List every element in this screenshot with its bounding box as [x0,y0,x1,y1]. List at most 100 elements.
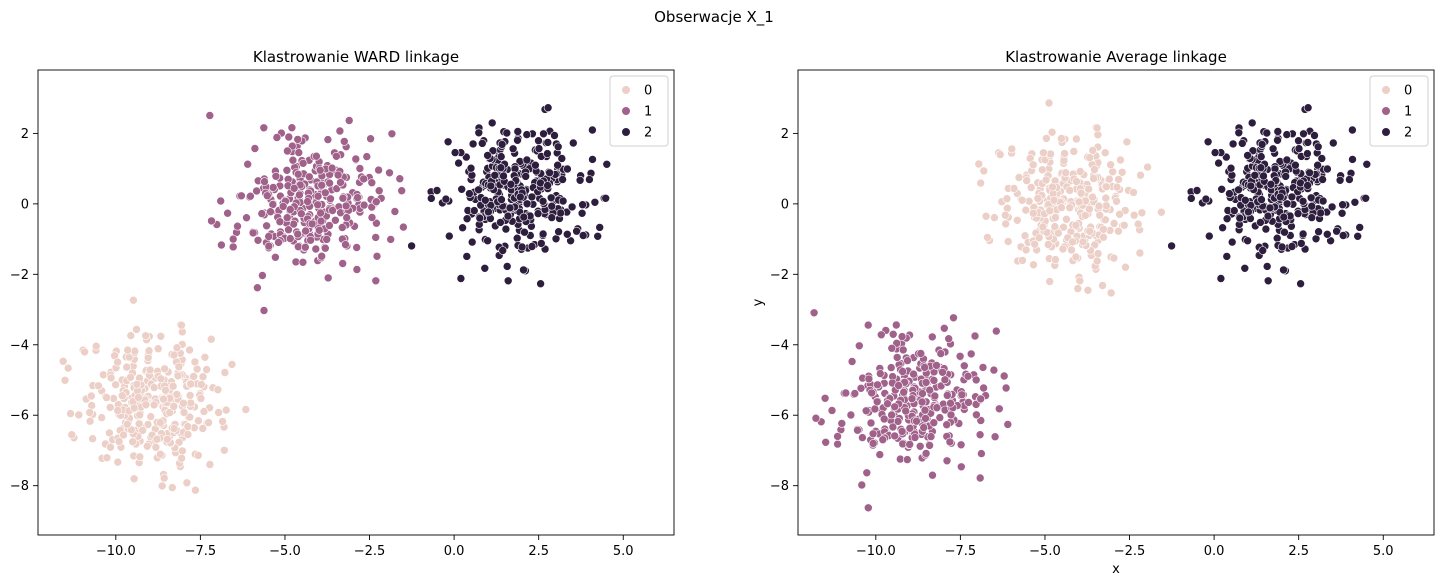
x-tick-label: 0.0 [444,544,465,559]
scatter-point [513,127,523,136]
scatter-point [253,236,263,245]
scatter-point [887,410,896,420]
scatter-point [919,423,929,432]
scatter-point [172,390,182,399]
scatter-point [558,196,568,206]
scatter-point [517,242,527,252]
scatter-point [196,394,206,403]
scatter-point [1305,168,1314,178]
scatter-point [1261,224,1271,234]
legend-box [1369,75,1429,147]
legend-box [609,75,669,147]
scatter-point [466,163,476,173]
scatter-point [259,123,269,133]
scatter-point [483,151,492,160]
scatter-point [374,165,383,175]
scatter-point [901,406,911,416]
scatter-point [1061,168,1070,177]
scatter-point [907,394,917,404]
scatter-point [519,265,528,275]
scatter-point [939,323,949,333]
scatter-point [1307,201,1317,211]
scatter-point [293,135,303,144]
scatter-point [1296,178,1305,188]
scatter-point [1225,189,1234,198]
scatter-point [1222,214,1232,223]
scatter-point [854,341,864,351]
scatter-point [1310,131,1319,140]
scatter-point [1279,212,1289,222]
scatter-point [1129,188,1138,197]
scatter-point [558,175,567,184]
scatter-point [138,426,147,435]
y-tick-label: −8 [770,479,789,494]
scatter-point [259,306,269,315]
scatter-point [300,242,310,252]
scatter-point [1273,127,1283,136]
axes-title: Klastrowanie WARD linkage [253,48,459,66]
scatter-point [585,175,594,184]
scatter-point [264,241,274,251]
scatter-point [981,212,991,221]
scatter-point [123,419,132,429]
scatter-point [128,437,137,447]
scatter-point [228,234,238,244]
scatter-point [1090,165,1099,174]
scatter-point [1314,227,1323,236]
scatter-point [496,218,505,227]
scatter-point [1230,206,1239,215]
scatter-point [978,363,988,372]
scatter-point [444,231,454,241]
scatter-point [897,332,907,341]
scatter-point [863,503,873,513]
scatter-point [227,360,237,369]
scatter-point [282,213,292,222]
scatter-point [1062,215,1071,224]
scatter-point [314,226,324,235]
scatter-point [1092,123,1102,133]
scatter-point [1047,127,1057,137]
scatter-point [890,431,900,441]
scatter-point [163,434,172,444]
scatter-point [905,423,915,433]
scatter-point [588,125,597,135]
scatter-point [946,410,956,420]
scatter-point [285,205,295,214]
scatter-point [857,480,867,490]
scatter-point [850,389,860,398]
scatter-point [1218,223,1227,232]
scatter-point [390,207,400,216]
scatter-point [1205,231,1214,241]
scatter-point [113,457,123,467]
scatter-point [942,420,952,430]
scatter-point [1243,151,1252,160]
scatter-point [873,380,882,390]
scatter-point [1030,239,1039,249]
scatter-point [1105,174,1114,184]
scatter-point [262,221,271,231]
scatter-point [1121,262,1130,272]
legend-marker [1381,85,1391,95]
scatter-point [99,370,108,380]
scatter-point [1044,240,1053,249]
scatter-point [538,197,548,206]
scatter-point [1262,262,1272,271]
scatter-point [1287,242,1297,251]
scatter-point [285,234,295,243]
scatter-point [1067,245,1076,255]
scatter-point [1234,128,1244,138]
scatter-point [85,408,94,417]
scatter-point [905,440,915,449]
scatter-point [1088,146,1097,155]
scatter-point [326,194,335,204]
scatter-point [513,136,522,145]
scatter-point [252,186,261,196]
scatter-point [963,371,973,381]
scatter-point [1095,210,1104,220]
scatter-point [910,433,920,442]
scatter-point [1268,144,1278,154]
scatter-point [820,393,830,403]
scatter-point [1003,237,1013,246]
y-axis-label: y [751,298,766,306]
scatter-point [1093,249,1103,258]
